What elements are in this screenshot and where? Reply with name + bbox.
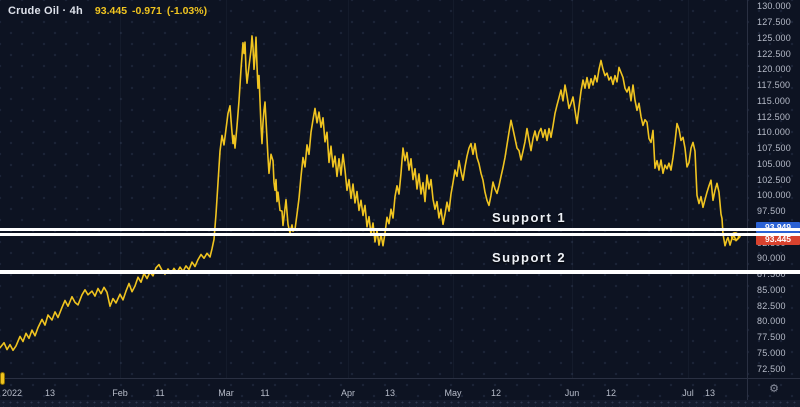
vertical-gridline: [348, 0, 349, 378]
price-line-series: [0, 35, 741, 352]
price-axis-label: 107.500: [757, 143, 791, 153]
axis-settings-button[interactable]: ⚙: [747, 378, 800, 400]
time-axis-label: 2022: [2, 388, 23, 398]
time-axis-label: 13: [704, 388, 716, 398]
vertical-gridline: [453, 0, 454, 378]
time-axis[interactable]: 2022 13 Feb 11 Mar 11 Apr 13 May 12 Jun 12 Jul 13: [0, 378, 800, 400]
price-axis-label: 102.500: [757, 175, 791, 185]
price-axis-label: 130.000: [757, 1, 791, 11]
last-price-value: 93.445: [94, 5, 128, 17]
price-axis-label: 85.000: [757, 285, 786, 295]
price-axis-label: 120.000: [757, 64, 791, 74]
price-axis-label: 112.500: [757, 112, 791, 122]
price-axis-label: 82.500: [757, 301, 786, 311]
price-axis-label: 127.500: [757, 17, 791, 27]
quote-values: 93.445 -0.971 (-1.03%): [95, 5, 207, 17]
time-axis-label: May: [444, 388, 462, 398]
price-axis-label: 110.000: [757, 127, 791, 137]
time-axis-label: Jun: [564, 388, 580, 398]
price-axis-label: 125.000: [757, 33, 791, 43]
price-axis-label: 105.000: [757, 159, 791, 169]
time-axis-label: Feb: [112, 388, 128, 398]
gear-icon: ⚙: [769, 383, 779, 395]
price-axis-label: 75.000: [757, 348, 786, 358]
time-axis-label: 12: [605, 388, 617, 398]
time-axis-label: Jul: [682, 388, 694, 398]
vertical-gridline: [120, 0, 121, 378]
support-price-axis-marker: 93.949: [756, 222, 800, 233]
price-axis-label: 115.000: [757, 96, 791, 106]
price-axis-label: 90.000: [757, 253, 786, 263]
time-axis-label: 11: [155, 388, 165, 398]
time-axis-label: 13: [384, 388, 396, 398]
price-line-chart: [0, 35, 741, 352]
price-axis-label: 117.500: [757, 80, 791, 90]
price-axis[interactable]: 93.949 93.445 130.000 127.500 125.000 122.5…: [747, 0, 800, 378]
price-axis-label: 87.500: [757, 269, 786, 279]
time-axis-label: Mar: [218, 388, 234, 398]
support1-label[interactable]: Support 1: [492, 210, 567, 225]
vertical-gridline: [226, 0, 227, 378]
legend: Crude Oil · 4h 93.445 -0.971 (-1.03%): [8, 5, 207, 17]
chart-plot-area[interactable]: [0, 0, 747, 378]
time-axis-label: 12: [490, 388, 502, 398]
time-axis-label: 13: [44, 388, 56, 398]
vertical-gridline: [688, 0, 689, 378]
symbol-title[interactable]: Crude Oil · 4h: [8, 5, 83, 17]
last-price-axis-marker: 93.445: [756, 233, 800, 245]
change-percent-value: (-1.03%): [166, 5, 208, 17]
support1-band-top-line[interactable]: [0, 228, 800, 231]
price-axis-label: 122.500: [757, 49, 791, 59]
bottom-edge-strip: [0, 400, 800, 407]
last-point-marker: [730, 232, 740, 241]
price-axis-label: 72.500: [757, 364, 786, 374]
support2-band-line[interactable]: [0, 270, 800, 274]
support2-label[interactable]: Support 2: [492, 250, 567, 265]
price-axis-label: 80.000: [757, 316, 786, 326]
change-value: -0.971: [132, 5, 162, 17]
drawing-anchor-handle[interactable]: [0, 372, 5, 385]
support1-band-bottom-line[interactable]: [0, 233, 800, 236]
time-axis-label: 11: [260, 388, 270, 398]
time-axis-label: Apr: [340, 388, 356, 398]
price-axis-label: 97.500: [757, 206, 786, 216]
vertical-gridline: [572, 0, 573, 378]
price-axis-label: 77.500: [757, 332, 786, 342]
price-axis-label: 100.000: [757, 190, 791, 200]
